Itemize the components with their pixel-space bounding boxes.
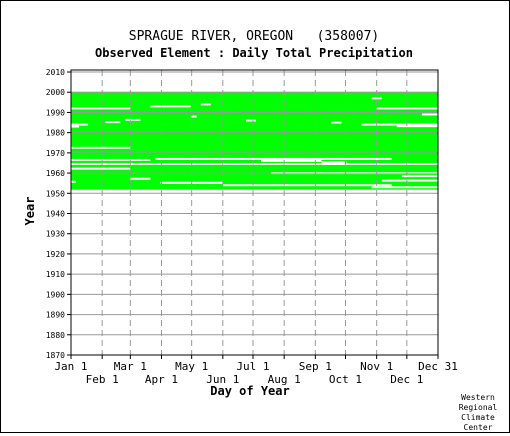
- missing-segment: [245, 119, 257, 122]
- y-tick-label: 2010: [46, 68, 65, 77]
- x-tick-label: Jan 1: [54, 360, 87, 373]
- credit-line: Center: [464, 423, 493, 432]
- y-tick-label: 1920: [46, 250, 65, 259]
- plot-border: [70, 69, 439, 356]
- missing-segment: [261, 159, 322, 162]
- missing-segment: [155, 157, 392, 160]
- x-tick-label: May 1: [175, 360, 208, 373]
- missing-segment: [130, 177, 151, 180]
- missing-segment: [71, 162, 438, 165]
- x-axis-label: Day of Year: [210, 384, 289, 398]
- missing-segment: [321, 161, 347, 164]
- y-tick-label: 1930: [46, 230, 65, 239]
- y-tick-label: 1950: [46, 189, 65, 198]
- y-tick-label: 1940: [46, 210, 65, 219]
- axis-layer: 1870 1880 1890 1900 1910 1920 1930 1940 1950 1960…: [46, 68, 458, 386]
- missing-segment: [376, 107, 438, 110]
- missing-segment: [71, 158, 151, 161]
- x-tick-label: Jun 1: [206, 373, 239, 386]
- missing-segment: [401, 175, 438, 178]
- y-tick-label: 1890: [46, 311, 65, 320]
- credit-line: Western: [461, 393, 495, 402]
- y-tick-label: 1870: [46, 351, 65, 360]
- y-tick-label: 1880: [46, 331, 65, 340]
- x-tick-label: Jul 1: [236, 360, 269, 373]
- y-axis-label: Year: [23, 197, 37, 226]
- missing-segment: [71, 123, 89, 126]
- data-layer: [71, 91, 438, 190]
- credit-line: Climate: [461, 413, 495, 422]
- missing-segment: [105, 121, 121, 124]
- grid-layer: [71, 70, 438, 356]
- missing-segment: [396, 125, 438, 128]
- y-tick-label: 2000: [46, 88, 65, 97]
- missing-segment: [361, 123, 438, 126]
- missing-segment: [71, 146, 131, 149]
- chart-subtitle: Observed Element : Daily Total Precipita…: [95, 46, 413, 60]
- y-tick-label: 1960: [46, 169, 65, 178]
- missing-segment: [371, 186, 438, 189]
- missing-segment: [71, 125, 80, 128]
- x-tick-label: Mar 1: [114, 360, 147, 373]
- missing-segment: [421, 113, 438, 116]
- chart-title: SPRAGUE RIVER, OREGON (358007): [129, 29, 379, 44]
- missing-segment: [190, 115, 197, 118]
- x-tick-label: Feb 1: [86, 373, 119, 386]
- missing-segment: [150, 105, 191, 108]
- credit-line: Regional: [459, 403, 498, 412]
- missing-segment: [71, 107, 131, 110]
- missing-segment: [331, 121, 342, 124]
- x-tick-label: Apr 1: [145, 373, 178, 386]
- x-tick-label: Nov 1: [360, 360, 393, 373]
- y-tick-label: 1990: [46, 108, 65, 117]
- missing-segment: [371, 97, 382, 100]
- x-tick-label: Dec 31: [418, 360, 458, 373]
- observed-period: [71, 91, 438, 190]
- credit-block: Western Regional Climate Center: [459, 393, 498, 432]
- x-tick-label: Sep 1: [299, 360, 332, 373]
- y-tick-label: 1910: [46, 270, 65, 279]
- x-tick-label: Oct 1: [329, 373, 362, 386]
- y-tick-label: 1900: [46, 290, 65, 299]
- y-tick-label: 1970: [46, 149, 65, 158]
- missing-segment: [200, 103, 211, 106]
- missing-segment: [222, 184, 392, 187]
- y-tick-label: 1980: [46, 129, 65, 138]
- missing-segment: [71, 167, 131, 170]
- x-tick-label: Aug 1: [268, 373, 301, 386]
- missing-segment: [71, 180, 77, 183]
- missing-segment: [125, 118, 141, 121]
- missing-segment: [381, 179, 438, 182]
- x-tick-label: Dec 1: [390, 373, 423, 386]
